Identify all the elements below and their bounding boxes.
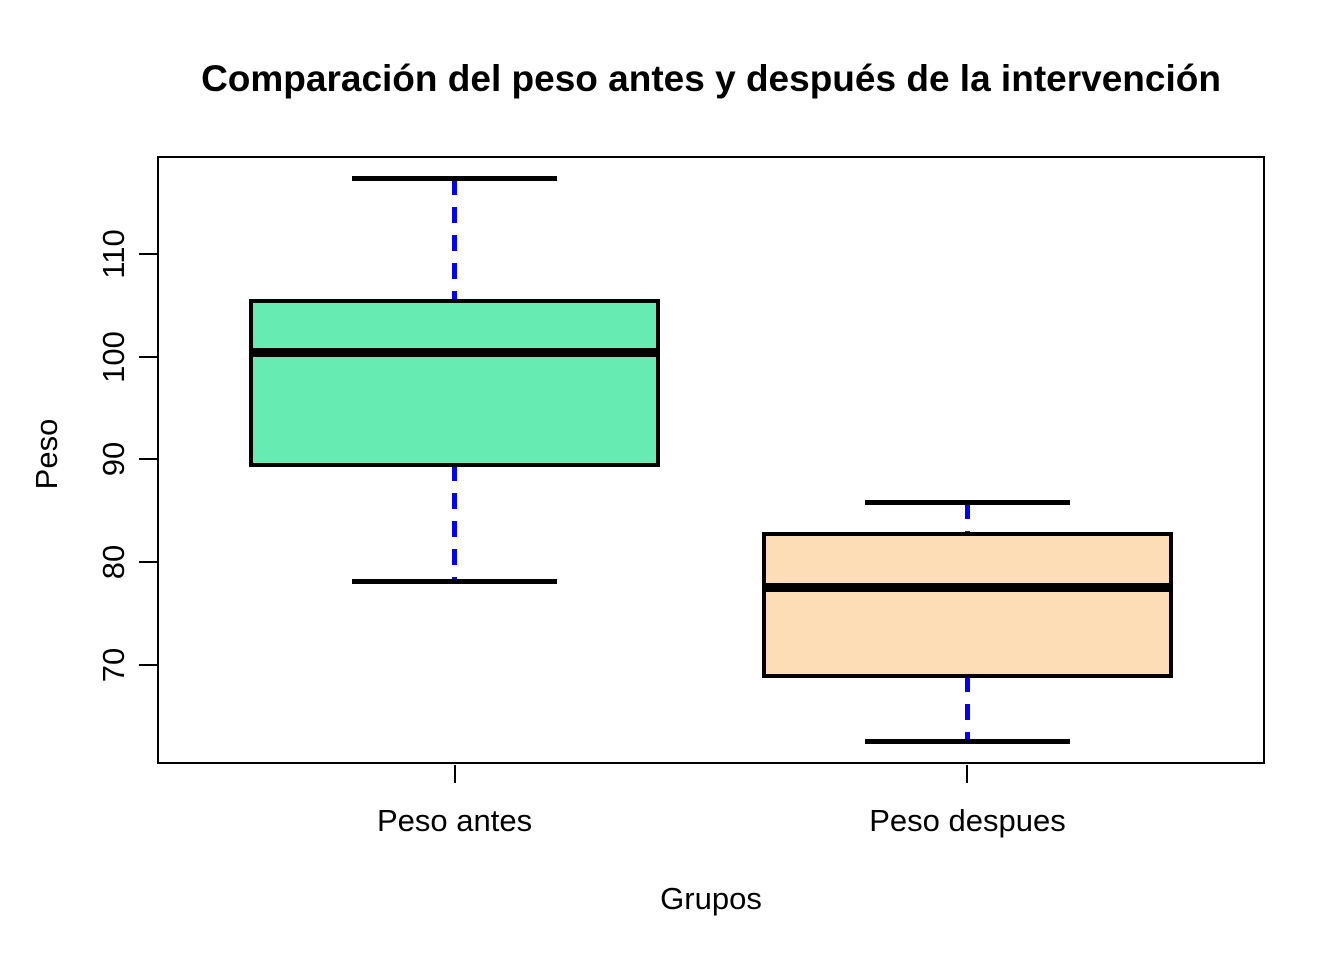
- median-peso-antes: [249, 347, 660, 357]
- x-axis-title: Grupos: [660, 881, 762, 916]
- y-tick-label-90: 90: [96, 442, 131, 477]
- lower-staple-peso-antes: [351, 579, 558, 585]
- y-tick-70: [139, 664, 157, 667]
- y-tick-80: [139, 561, 157, 564]
- box-peso-antes: [249, 299, 660, 467]
- upper-whisker-peso-antes: [452, 178, 458, 302]
- y-tick-label-110: 110: [96, 229, 131, 279]
- y-tick-110: [139, 252, 157, 255]
- y-tick-label-80: 80: [96, 545, 131, 580]
- chart-title: Comparación del peso antes y después de …: [201, 58, 1221, 99]
- lower-whisker-peso-despues: [964, 675, 970, 742]
- x-tick-peso-despues: [966, 765, 969, 783]
- box-peso-despues: [762, 531, 1173, 678]
- upper-staple-peso-despues: [864, 500, 1071, 506]
- lower-whisker-peso-antes: [452, 464, 458, 582]
- x-tick-label-peso-despues: Peso despues: [869, 803, 1066, 838]
- y-axis-title: Peso: [29, 418, 64, 490]
- y-tick-label-100: 100: [96, 330, 131, 383]
- lower-staple-peso-despues: [864, 738, 1071, 744]
- y-tick-100: [139, 355, 157, 358]
- y-tick-label-70: 70: [96, 647, 131, 683]
- x-tick-label-peso-antes: Peso antes: [376, 803, 533, 838]
- upper-staple-peso-antes: [351, 176, 558, 182]
- plot-frame: [157, 156, 1265, 764]
- median-peso-despues: [762, 582, 1173, 592]
- x-tick-peso-antes: [453, 765, 456, 783]
- upper-whisker-peso-despues: [964, 502, 970, 534]
- y-tick-90: [139, 458, 157, 461]
